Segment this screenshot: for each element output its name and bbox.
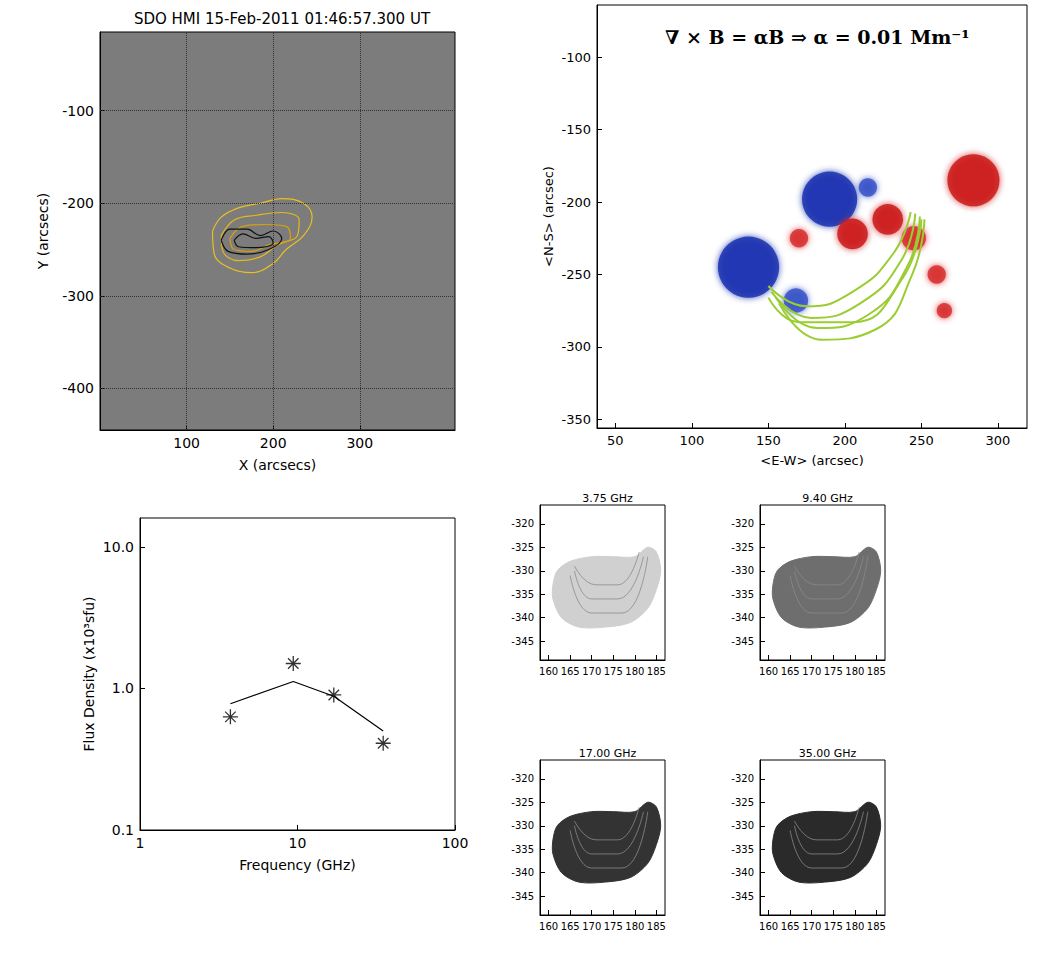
svg-text:9.40 GHz: 9.40 GHz — [802, 492, 853, 505]
svg-text:-325: -325 — [731, 542, 754, 553]
svg-text:X (arcsecs): X (arcsecs) — [239, 457, 317, 473]
svg-text:165: 165 — [781, 666, 800, 677]
svg-text:100: 100 — [173, 435, 200, 451]
svg-text:100: 100 — [442, 835, 469, 851]
svg-text:180: 180 — [845, 921, 864, 932]
svg-text:-335: -335 — [731, 844, 754, 855]
svg-text:10: 10 — [289, 835, 307, 851]
svg-text:-320: -320 — [511, 773, 534, 784]
svg-text:-325: -325 — [511, 542, 534, 553]
svg-text:185: 185 — [867, 921, 886, 932]
svg-text:-345: -345 — [731, 891, 754, 902]
svg-text:170: 170 — [582, 921, 601, 932]
svg-text:Frequency (GHz): Frequency (GHz) — [239, 857, 355, 873]
svg-text:1: 1 — [136, 835, 145, 851]
svg-text:-345: -345 — [731, 636, 754, 647]
svg-text:180: 180 — [625, 666, 644, 677]
svg-text:170: 170 — [802, 921, 821, 932]
svg-text:-250: -250 — [561, 267, 591, 282]
svg-text:-300: -300 — [561, 339, 591, 354]
svg-text:-320: -320 — [511, 518, 534, 529]
svg-text:-335: -335 — [511, 589, 534, 600]
svg-text:-340: -340 — [511, 867, 534, 878]
svg-text:50: 50 — [607, 433, 624, 448]
svg-text:175: 175 — [824, 666, 843, 677]
svg-text:200: 200 — [832, 433, 857, 448]
svg-text:-200: -200 — [561, 195, 591, 210]
svg-text:35.00 GHz: 35.00 GHz — [799, 747, 857, 760]
svg-text:-330: -330 — [731, 565, 754, 576]
svg-text:175: 175 — [824, 921, 843, 932]
svg-text:Y (arcsecs): Y (arcsecs) — [35, 193, 51, 271]
svg-text:-335: -335 — [511, 844, 534, 855]
svg-text:3.75 GHz: 3.75 GHz — [582, 492, 633, 505]
svg-text:-320: -320 — [731, 773, 754, 784]
svg-text:165: 165 — [781, 921, 800, 932]
svg-text:160: 160 — [759, 921, 778, 932]
svg-text:-320: -320 — [731, 518, 754, 529]
svg-text:-100: -100 — [62, 103, 94, 119]
svg-text:300: 300 — [346, 435, 373, 451]
svg-text:185: 185 — [867, 666, 886, 677]
svg-text:10.0: 10.0 — [103, 539, 134, 555]
svg-text:-325: -325 — [731, 797, 754, 808]
svg-text:250: 250 — [909, 433, 934, 448]
svg-text:160: 160 — [539, 921, 558, 932]
svg-text:∇ × B = αB ⇒ α = 0.01 Mm⁻¹: ∇ × B = αB ⇒ α = 0.01 Mm⁻¹ — [665, 26, 970, 48]
svg-text:300: 300 — [986, 433, 1011, 448]
svg-text:-330: -330 — [731, 820, 754, 831]
svg-text:185: 185 — [647, 921, 666, 932]
svg-text:-340: -340 — [511, 612, 534, 623]
svg-text:SDO HMI 15-Feb-2011 01:46:57.3: SDO HMI 15-Feb-2011 01:46:57.300 UT — [134, 10, 431, 28]
svg-text:-345: -345 — [511, 891, 534, 902]
svg-text:<N-S> (arcsec): <N-S> (arcsec) — [541, 166, 556, 267]
svg-text:-300: -300 — [62, 288, 94, 304]
svg-text:-330: -330 — [511, 820, 534, 831]
svg-text:-325: -325 — [511, 797, 534, 808]
svg-text:1.0: 1.0 — [112, 680, 134, 696]
svg-text:185: 185 — [647, 666, 666, 677]
svg-text:170: 170 — [582, 666, 601, 677]
svg-text:-330: -330 — [511, 565, 534, 576]
svg-text:-335: -335 — [731, 589, 754, 600]
svg-text:-400: -400 — [62, 380, 94, 396]
svg-text:180: 180 — [845, 666, 864, 677]
svg-text:-340: -340 — [731, 612, 754, 623]
svg-text:165: 165 — [561, 921, 580, 932]
svg-text:160: 160 — [539, 666, 558, 677]
svg-text:200: 200 — [260, 435, 287, 451]
svg-text:Flux Density (x10³sfu): Flux Density (x10³sfu) — [81, 597, 97, 752]
svg-text:175: 175 — [604, 921, 623, 932]
svg-text:-345: -345 — [511, 636, 534, 647]
svg-text:165: 165 — [561, 666, 580, 677]
svg-text:-100: -100 — [561, 50, 591, 65]
svg-text:-200: -200 — [62, 195, 94, 211]
svg-text:180: 180 — [625, 921, 644, 932]
svg-text:0.1: 0.1 — [112, 822, 134, 838]
svg-text:-340: -340 — [731, 867, 754, 878]
svg-text:17.00 GHz: 17.00 GHz — [579, 747, 637, 760]
svg-text:<E-W> (arcsec): <E-W> (arcsec) — [760, 453, 863, 468]
svg-text:100: 100 — [679, 433, 704, 448]
svg-text:-150: -150 — [561, 122, 591, 137]
svg-text:170: 170 — [802, 666, 821, 677]
svg-text:-350: -350 — [561, 412, 591, 427]
svg-text:175: 175 — [604, 666, 623, 677]
svg-text:160: 160 — [759, 666, 778, 677]
svg-text:150: 150 — [756, 433, 781, 448]
